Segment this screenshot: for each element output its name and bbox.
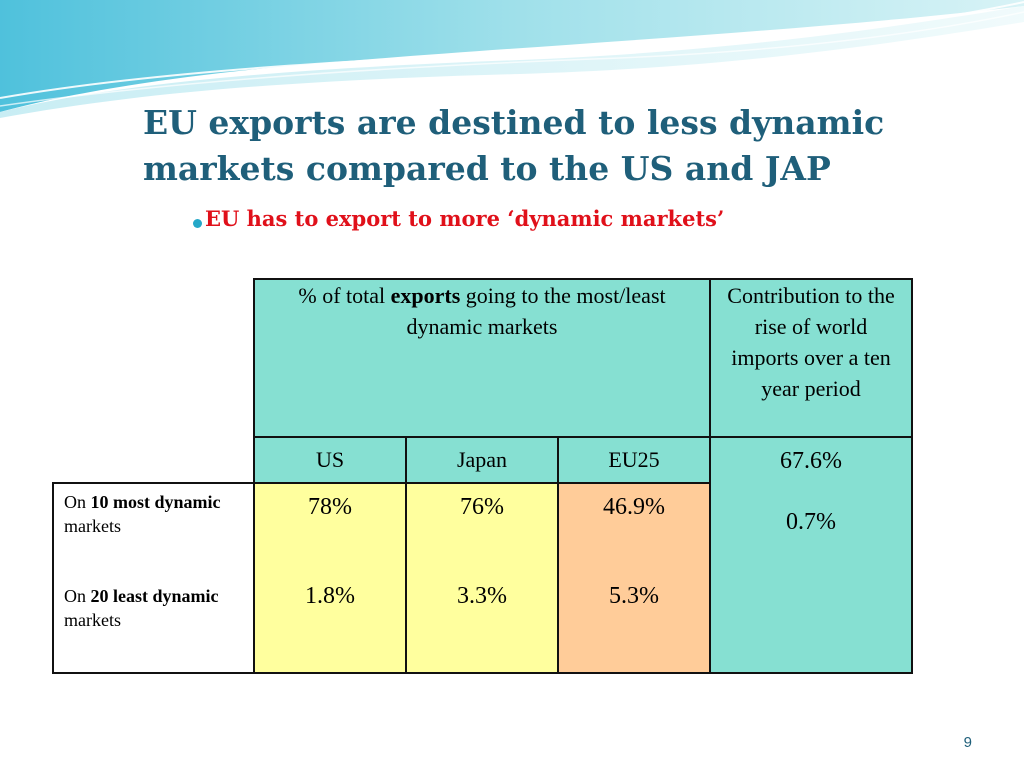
row-label-most-dynamic: On 10 most dynamic markets xyxy=(64,490,245,538)
row-label-least-bold: 20 least dynamic xyxy=(90,586,219,606)
row-label-most-prefix: On xyxy=(64,492,91,512)
contribution-values-cell: 67.6% 0.7% xyxy=(709,436,913,674)
header-contribution: Contribution to the rise of world import… xyxy=(709,278,913,438)
header-export-share-bold: exports xyxy=(390,283,461,308)
header-export-share-text-1: % of total xyxy=(298,283,391,308)
header-contribution-text: Contribution to the rise of world import… xyxy=(727,283,895,401)
column-header-japan: Japan xyxy=(405,436,559,484)
eu25-most-dynamic-value: 46.9% xyxy=(603,494,665,520)
us-least-dynamic-value: 1.8% xyxy=(305,583,355,609)
bullet-text: EU has to export to more ‘dynamic market… xyxy=(205,206,725,231)
row-label-least-prefix: On xyxy=(64,586,91,606)
page-number: 9 xyxy=(963,734,972,751)
slide-title: EU exports are destined to less dynamic … xyxy=(143,100,943,192)
decorative-wave-banner xyxy=(0,0,1024,118)
table-empty-corner xyxy=(53,279,254,483)
title-line-1: EU exports are destined to less dynamic xyxy=(143,103,885,142)
row-label-least-suffix: markets xyxy=(64,610,121,630)
eu25-least-dynamic-value: 5.3% xyxy=(609,583,659,609)
japan-least-dynamic-value: 3.3% xyxy=(457,583,507,609)
header-export-share: % of total exports going to the most/lea… xyxy=(253,278,711,438)
contribution-most-dynamic: 67.6% xyxy=(780,448,842,474)
eu25-values-cell: 46.9% 5.3% xyxy=(557,482,711,674)
bullet-point: EU has to export to more ‘dynamic market… xyxy=(193,206,725,231)
exports-table: % of total exports going to the most/lea… xyxy=(52,278,913,674)
contribution-least-dynamic: 0.7% xyxy=(786,509,836,535)
row-labels-cell: On 10 most dynamic markets On 20 least d… xyxy=(52,482,255,674)
us-values-cell: 78% 1.8% xyxy=(253,482,407,674)
row-label-least-dynamic: On 20 least dynamic markets xyxy=(64,584,245,632)
title-line-2: markets compared to the US and JAP xyxy=(143,149,831,188)
column-header-eu25: EU25 xyxy=(557,436,711,484)
header-export-share-text-2: going to the most/least dynamic markets xyxy=(406,283,666,339)
row-label-most-suffix: markets xyxy=(64,516,121,536)
japan-most-dynamic-value: 76% xyxy=(460,494,504,520)
row-label-most-bold: 10 most dynamic xyxy=(90,492,221,512)
bullet-dot-icon xyxy=(193,219,202,228)
column-header-us: US xyxy=(253,436,407,484)
japan-values-cell: 76% 3.3% xyxy=(405,482,559,674)
us-most-dynamic-value: 78% xyxy=(308,494,352,520)
